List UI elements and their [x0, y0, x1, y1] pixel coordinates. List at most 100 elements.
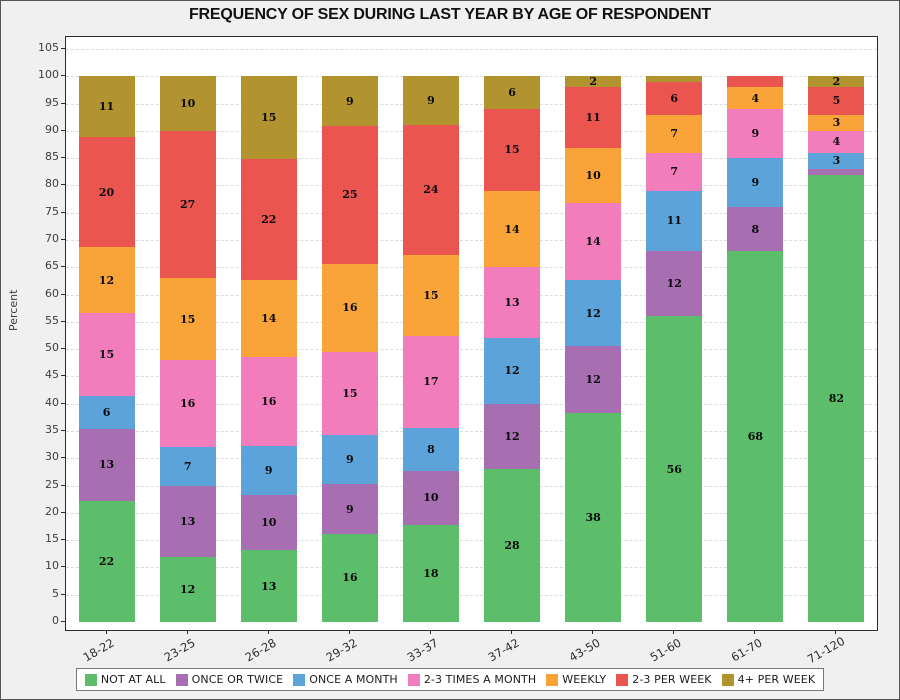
bar-71-120: 82 3 4 3 5 2 [808, 75, 865, 622]
bar-segment-value: 4 [832, 135, 841, 149]
x-tick-mark [754, 630, 756, 634]
bar-segment-value: 10 [179, 97, 196, 111]
x-tick-mark [592, 630, 594, 634]
x-tick-mark [186, 630, 188, 634]
bar-segment: 7 [159, 447, 216, 486]
bar-segment: 13 [484, 267, 541, 339]
bar-61-70: 68 8 9 9 4 [727, 76, 784, 622]
bar-segment-value: 14 [585, 235, 601, 249]
y-tick-mark [61, 566, 65, 568]
bar-segment: 68 [727, 250, 784, 622]
legend-item: WEEKLY [546, 673, 606, 686]
bar-segment: 16 [321, 533, 378, 622]
bar-29-32: 16 9 9 15 16 25 9 [321, 76, 378, 622]
bar-segment: 12 [565, 346, 622, 413]
legend-item: NOT AT ALL [84, 673, 166, 686]
gridline [66, 240, 877, 241]
y-tick-mark [61, 157, 65, 159]
bar-segment-value: 22 [98, 554, 115, 568]
gridline [66, 212, 877, 214]
x-tick-mark [835, 630, 837, 634]
bar-segment-value: 9 [751, 127, 760, 141]
bar-segment: 13 [159, 485, 216, 557]
bar-segment-value: 2 [832, 75, 841, 89]
legend-color-swatch [616, 673, 629, 686]
y-tick-label: 40 [45, 395, 59, 409]
legend-item: ONCE OR TWICE [175, 673, 284, 686]
bar-segment: 15 [240, 76, 297, 159]
bar-segment: 8 [727, 207, 784, 251]
gridline [66, 294, 877, 296]
legend-item: 2-3 PER WEEK [616, 673, 712, 686]
bar-segment: 2 [808, 75, 865, 89]
bar-segment: 15 [484, 109, 541, 191]
x-tick-label: 71-120 [805, 633, 848, 667]
bar-segment-value: 9 [264, 463, 273, 477]
bar-segment: 3 [808, 114, 865, 131]
legend-item: 2-3 TIMES A MONTH [407, 673, 537, 686]
bar-segment-value: 27 [179, 198, 196, 212]
bar-segment-value: 15 [98, 348, 115, 362]
legend-box: NOT AT ALL ONCE OR TWICE ONCE A MONTH 2-3 T… [75, 668, 825, 691]
bar-segment: 27 [159, 130, 216, 279]
bar-18-22: 22 13 6 15 12 20 11 [78, 76, 135, 622]
bar-segment: 18 [402, 524, 459, 622]
x-tick-label: 33-37 [404, 635, 441, 665]
bar-segment: 24 [402, 124, 459, 255]
y-tick-label: 100 [38, 68, 59, 82]
bar-segment-value: 68 [747, 429, 763, 443]
bar-segment: 10 [565, 147, 622, 204]
bar-segment: 6 [78, 396, 135, 430]
bar-segment-value: 11 [98, 100, 115, 114]
bar-segment-value: 9 [346, 452, 354, 466]
y-tick-label: 15 [45, 532, 59, 546]
x-tick-label: 51-60 [647, 635, 684, 665]
legend-color-swatch [175, 673, 188, 686]
legend-label: ONCE A MONTH [309, 673, 398, 686]
bar-segment: 16 [159, 360, 216, 448]
bar-33-37: 18 10 8 17 15 24 9 [402, 76, 459, 622]
bar-segment-value: 4 [751, 91, 760, 105]
legend-label: WEEKLY [562, 673, 607, 686]
bar-segment: 13 [240, 550, 297, 622]
x-tick-label: 37-42 [485, 635, 522, 665]
bar-43-50: 38 12 12 14 10 11 2 [565, 76, 622, 622]
bar-segment: 9 [727, 158, 784, 208]
y-tick-label: 30 [45, 450, 59, 464]
bar-segment: 6 [484, 76, 541, 110]
y-tick-mark [61, 375, 65, 377]
legend-label: 2-3 PER WEEK [632, 673, 712, 686]
bar-segment: 15 [402, 254, 459, 336]
gridline [66, 349, 877, 351]
y-tick-mark [61, 402, 65, 404]
bar-segment: 15 [78, 313, 135, 396]
bar-segment-value: 12 [585, 306, 601, 320]
bar-segment-value: 3 [832, 154, 841, 168]
y-tick-label: 45 [45, 368, 59, 382]
bar-segment-value: 3 [832, 116, 841, 130]
bar-segment-value: 7 [183, 459, 192, 473]
bar-segment: 17 [402, 335, 459, 428]
bar-segment-value: 14 [261, 312, 277, 326]
bar-segment-value: 7 [670, 165, 679, 179]
bar-segment-value: 56 [666, 462, 682, 476]
bar-segment-value: 16 [342, 571, 358, 585]
x-tick-mark [105, 630, 107, 634]
bar-segment: 8 [402, 427, 459, 471]
bar-segment: 9 [240, 445, 297, 496]
bar-segment-value: 38 [585, 510, 601, 524]
y-tick-label: 50 [45, 341, 59, 355]
gridline [66, 130, 877, 132]
bar-segment: 14 [240, 280, 297, 358]
bar-segment: 82 [808, 174, 865, 622]
bar-segment-value: 17 [423, 375, 439, 389]
y-tick-mark [61, 348, 65, 350]
bar-segment: 11 [78, 76, 135, 137]
bar-segment-value: 9 [346, 502, 354, 516]
legend-label: 2-3 TIMES A MONTH [423, 673, 537, 686]
bar-segment [646, 76, 703, 82]
bar-segment-value: 16 [179, 397, 196, 411]
legend-color-swatch [721, 673, 734, 686]
bar-37-42: 28 12 12 13 14 15 6 [484, 76, 541, 622]
